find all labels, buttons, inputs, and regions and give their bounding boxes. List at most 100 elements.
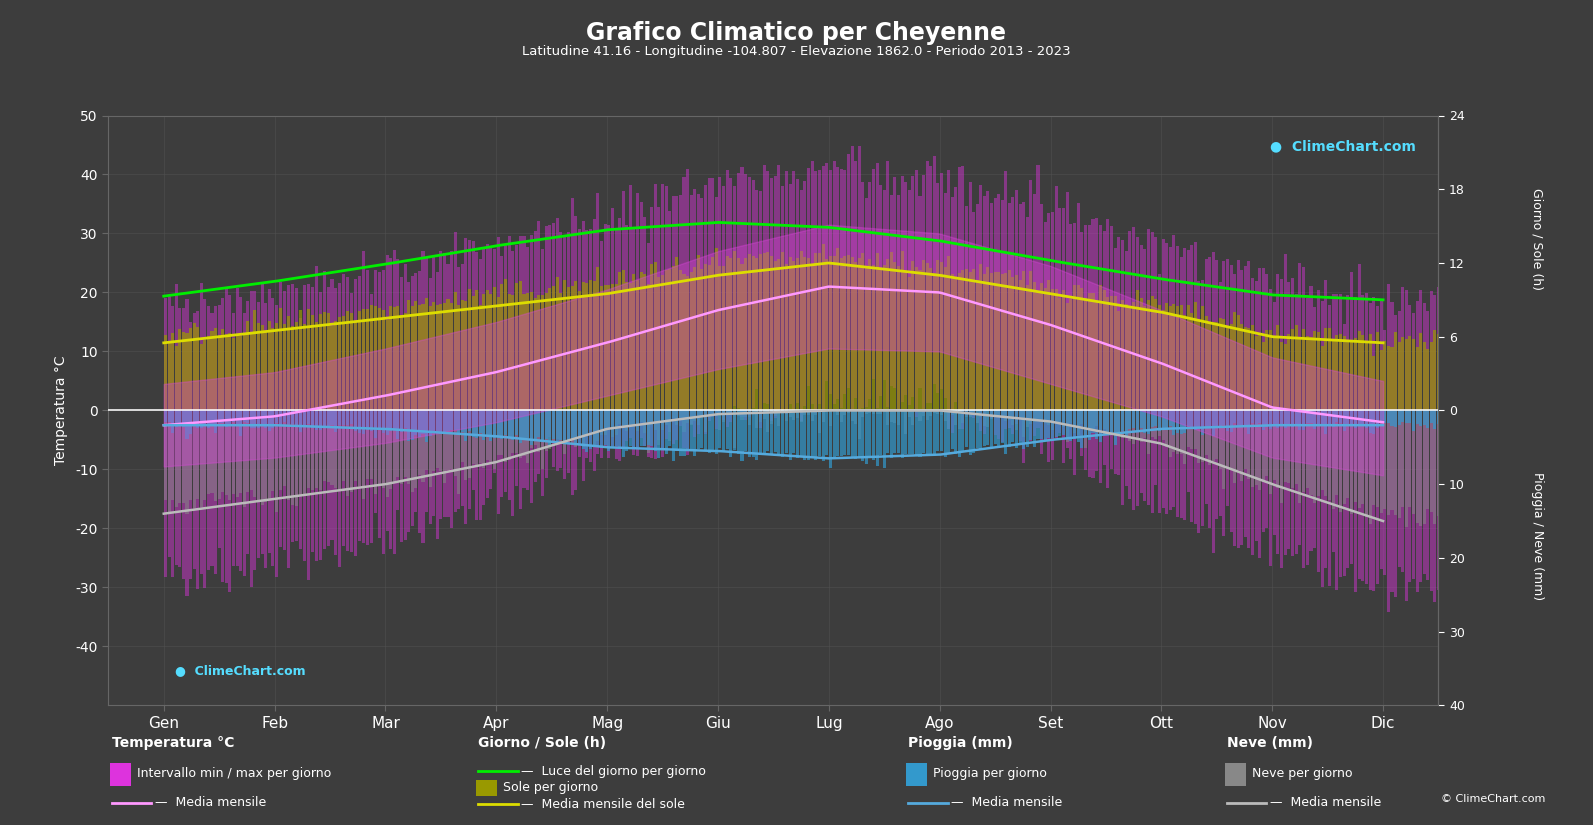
Bar — [785, 411, 789, 453]
Bar — [556, 218, 559, 471]
Bar — [454, 292, 457, 411]
Bar — [1332, 411, 1335, 427]
Bar — [170, 411, 174, 433]
Bar — [204, 340, 207, 411]
Bar — [330, 411, 333, 485]
Bar — [342, 274, 346, 546]
Bar — [1117, 238, 1120, 475]
Bar — [256, 411, 260, 428]
Bar — [1114, 411, 1117, 445]
Bar — [1469, 341, 1472, 411]
Bar — [414, 301, 417, 411]
Bar — [346, 311, 349, 411]
Bar — [1106, 411, 1109, 435]
Bar — [515, 245, 518, 486]
Bar — [883, 411, 886, 468]
Bar — [542, 411, 543, 441]
Bar — [225, 288, 228, 583]
Bar — [1376, 411, 1380, 428]
Bar — [604, 285, 607, 411]
Bar — [1172, 411, 1176, 435]
Bar — [170, 306, 174, 578]
Bar — [515, 411, 518, 453]
Bar — [411, 276, 414, 526]
Bar — [1150, 295, 1153, 411]
Bar — [897, 411, 900, 425]
Bar — [1184, 411, 1187, 464]
Bar — [1276, 274, 1279, 554]
Bar — [1360, 411, 1364, 427]
Bar — [451, 411, 452, 469]
Bar — [1184, 248, 1187, 520]
Bar — [800, 190, 803, 421]
Bar — [710, 178, 714, 417]
Bar — [1244, 411, 1247, 469]
Bar — [865, 198, 868, 407]
Bar — [1012, 411, 1015, 442]
Bar — [492, 411, 495, 469]
Bar — [503, 246, 507, 493]
Bar — [1372, 411, 1375, 434]
Bar — [393, 307, 397, 411]
Bar — [1431, 342, 1432, 411]
Bar — [382, 270, 386, 554]
Bar — [983, 274, 986, 411]
Bar — [1279, 279, 1282, 568]
Bar — [1161, 239, 1164, 508]
Bar — [914, 169, 918, 417]
Bar — [789, 257, 792, 411]
Bar — [204, 411, 207, 500]
Bar — [954, 411, 957, 454]
Bar — [457, 411, 460, 435]
Bar — [1236, 315, 1239, 411]
Bar — [178, 308, 182, 568]
Bar — [883, 265, 886, 411]
Bar — [1466, 411, 1469, 423]
Bar — [253, 411, 256, 497]
Bar — [190, 411, 193, 500]
Bar — [1247, 261, 1251, 548]
Bar — [1391, 411, 1394, 510]
Bar — [511, 251, 515, 516]
Bar — [1284, 411, 1287, 428]
Bar — [403, 314, 406, 411]
Bar — [276, 305, 279, 578]
Bar — [299, 411, 301, 496]
Bar — [417, 304, 421, 411]
Bar — [451, 411, 452, 430]
Bar — [704, 264, 707, 411]
Bar — [994, 411, 997, 417]
Bar — [1416, 347, 1418, 411]
Bar — [1121, 411, 1125, 431]
Bar — [503, 411, 507, 462]
Bar — [883, 411, 886, 412]
Bar — [879, 411, 883, 413]
Bar — [1343, 411, 1346, 431]
Bar — [1201, 411, 1204, 435]
Bar — [1445, 307, 1446, 604]
Bar — [1164, 411, 1168, 430]
Bar — [647, 284, 650, 411]
Bar — [1298, 263, 1301, 545]
Bar — [475, 411, 478, 465]
Bar — [1058, 208, 1061, 433]
Bar — [1279, 342, 1282, 411]
Bar — [1040, 283, 1043, 411]
Bar — [1008, 411, 1012, 447]
Bar — [167, 411, 170, 422]
Bar — [618, 411, 621, 449]
Bar — [612, 209, 613, 446]
Bar — [1335, 411, 1338, 422]
Bar — [1423, 411, 1426, 524]
Bar — [593, 411, 596, 446]
Bar — [178, 328, 182, 411]
Bar — [210, 411, 213, 425]
Bar — [1445, 342, 1446, 411]
Bar — [919, 270, 921, 411]
Bar — [618, 411, 621, 424]
Bar — [811, 266, 814, 411]
Bar — [704, 411, 707, 450]
Bar — [468, 411, 472, 478]
Bar — [1459, 296, 1461, 588]
Bar — [1491, 304, 1494, 596]
